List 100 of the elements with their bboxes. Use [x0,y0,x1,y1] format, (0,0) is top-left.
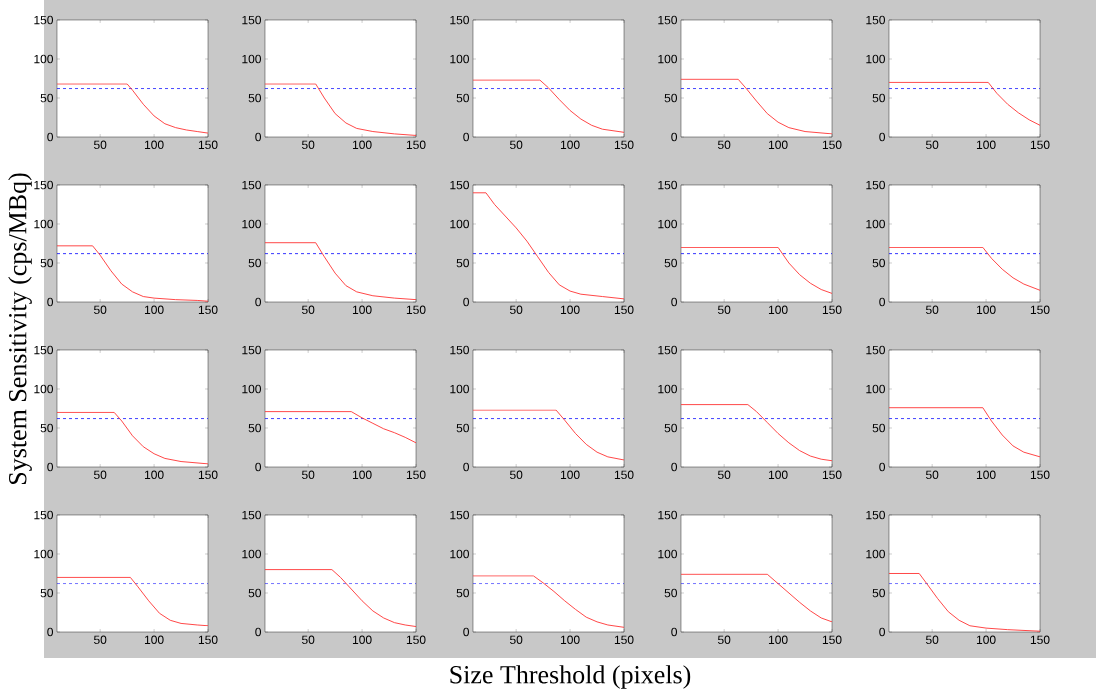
y-tick-label: 100 [34,54,54,64]
y-tick-label: 150 [450,345,470,355]
y-tick-label: 150 [658,15,677,25]
y-tick-label: 100 [658,54,677,64]
y-tick-label: 150 [242,15,262,25]
y-tick-label: 0 [879,132,885,142]
x-tick-label: 150 [614,305,634,315]
y-tick-label: 50 [664,93,677,103]
y-tick-label: 150 [242,345,262,355]
x-tick-label: 50 [93,305,107,315]
x-tick-label: 150 [1030,140,1050,150]
y-tick-label: 50 [40,588,54,598]
y-tick-label: 100 [450,549,470,559]
y-tick-label: 150 [34,15,54,25]
x-tick-label: 100 [768,305,788,315]
y-tick-label: 150 [242,510,262,520]
x-tick-label: 50 [93,635,107,645]
y-tick-label: 0 [47,132,54,142]
x-tick-label: 50 [301,305,315,315]
x-tick-label: 150 [406,470,426,480]
x-tick-label: 50 [925,470,939,480]
x-tick-label: 100 [144,470,164,480]
y-tick-label: 100 [34,549,54,559]
x-tick-label: 150 [614,140,634,150]
y-tick-label: 50 [40,258,54,268]
x-tick-label: 50 [717,470,731,480]
x-tick-label: 50 [717,305,731,315]
x-tick-label: 100 [976,140,996,150]
y-tick-label: 150 [242,180,262,190]
y-tick-label: 50 [456,423,470,433]
x-tick-label: 100 [976,470,996,480]
y-tick-label: 50 [664,258,677,268]
x-tick-label: 150 [822,635,842,645]
x-tick-label: 50 [93,470,107,480]
y-tick-label: 150 [866,180,885,190]
y-tick-label: 100 [658,219,677,229]
y-tick-label: 50 [872,93,885,103]
x-tick-label: 50 [717,140,731,150]
y-tick-label: 100 [866,384,885,394]
y-tick-label: 50 [872,588,885,598]
x-tick-label: 150 [198,305,218,315]
y-tick-label: 0 [879,297,885,307]
x-tick-label: 100 [976,305,996,315]
y-tick-label: 150 [450,180,470,190]
x-tick-label: 100 [352,470,372,480]
x-tick-label: 150 [614,470,634,480]
x-tick-label: 150 [406,635,426,645]
y-tick-label: 100 [866,549,885,559]
x-tick-label: 100 [560,635,580,645]
text: System Sensitivity (cps/MBq) [8,173,32,484]
x-tick-label: 50 [925,635,939,645]
x-tick-label: 100 [768,470,788,480]
y-tick-label: 50 [456,258,470,268]
y-tick-label: 0 [671,462,678,472]
x-tick-label: 100 [768,140,788,150]
x-tick-label: 100 [560,470,580,480]
y-tick-label: 50 [456,588,470,598]
y-tick-label: 0 [255,627,262,637]
x-tick-label: 150 [822,470,842,480]
x-tick-label: 150 [406,140,426,150]
y-tick-label: 0 [463,462,470,472]
y-tick-label: 50 [40,93,54,103]
x-tick-label: 100 [352,635,372,645]
x-tick-label: 50 [509,140,523,150]
y-tick-label: 150 [34,345,54,355]
x-tick-label: 100 [144,140,164,150]
y-tick-label: 50 [40,423,54,433]
y-tick-label: 100 [242,384,262,394]
y-tick-label: 150 [34,180,54,190]
x-tick-label: 150 [822,140,842,150]
y-tick-label: 0 [463,132,470,142]
y-tick-label: 100 [658,549,677,559]
y-tick-label: 0 [47,462,54,472]
y-tick-label: 50 [872,258,885,268]
y-tick-label: 100 [658,384,677,394]
y-tick-label: 50 [664,423,677,433]
y-tick-label: 0 [255,132,262,142]
x-tick-label: 50 [301,140,315,150]
y-tick-label: 150 [450,15,470,25]
x-tick-label: 100 [352,305,372,315]
x-tick-label: 150 [198,470,218,480]
x-tick-label: 50 [925,140,939,150]
y-tick-label: 0 [255,462,262,472]
y-tick-label: 100 [242,54,262,64]
x-tick-label: 100 [352,140,372,150]
y-tick-label: 50 [248,423,262,433]
y-tick-label: 100 [866,54,885,64]
y-tick-label: 50 [248,258,262,268]
text: Size Threshold (pixels) [450,665,691,689]
y-tick-label: 0 [671,627,678,637]
x-tick-label: 100 [768,635,788,645]
x-tick-label: 50 [509,305,523,315]
y-tick-label: 50 [664,588,677,598]
y-tick-label: 0 [671,297,678,307]
x-tick-label: 150 [614,635,634,645]
x-tick-label: 150 [198,140,218,150]
x-tick-label: 50 [93,140,107,150]
y-tick-label: 0 [255,297,262,307]
x-tick-label: 100 [144,305,164,315]
x-tick-label: 50 [717,635,731,645]
